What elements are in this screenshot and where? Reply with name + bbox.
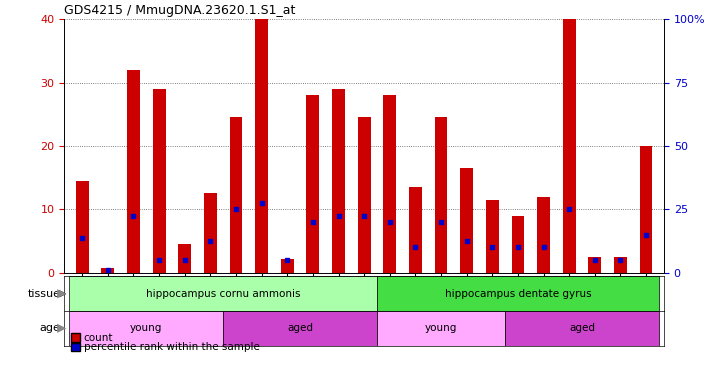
Bar xyxy=(383,95,396,273)
Text: GDS4215 / MmugDNA.23620.1.S1_at: GDS4215 / MmugDNA.23620.1.S1_at xyxy=(64,3,296,17)
Text: young: young xyxy=(425,323,457,333)
Bar xyxy=(588,257,601,273)
Bar xyxy=(69,276,377,311)
Bar xyxy=(178,244,191,273)
Bar xyxy=(563,19,575,273)
Bar xyxy=(486,200,498,273)
Text: percentile rank within the sample: percentile rank within the sample xyxy=(84,342,259,352)
Text: aged: aged xyxy=(287,323,313,333)
Text: tissue: tissue xyxy=(28,289,61,299)
Bar xyxy=(204,194,217,273)
Bar xyxy=(332,89,345,273)
Bar xyxy=(230,118,242,273)
Bar xyxy=(255,19,268,273)
Bar xyxy=(358,118,371,273)
Bar xyxy=(377,276,659,311)
Bar xyxy=(640,146,653,273)
Text: aged: aged xyxy=(569,323,595,333)
Text: age: age xyxy=(40,323,61,333)
Bar xyxy=(223,311,377,346)
Bar xyxy=(614,257,627,273)
Bar xyxy=(153,89,166,273)
Bar xyxy=(101,268,114,273)
Text: young: young xyxy=(130,323,163,333)
Text: count: count xyxy=(84,333,113,343)
Bar xyxy=(76,181,89,273)
Bar xyxy=(511,216,524,273)
Bar xyxy=(281,259,293,273)
Text: hippocampus dentate gyrus: hippocampus dentate gyrus xyxy=(445,289,591,299)
Bar xyxy=(537,197,550,273)
Bar xyxy=(461,168,473,273)
Text: hippocampus cornu ammonis: hippocampus cornu ammonis xyxy=(146,289,301,299)
Bar xyxy=(377,311,505,346)
Bar xyxy=(409,187,422,273)
Bar xyxy=(69,311,223,346)
Bar xyxy=(306,95,319,273)
Bar xyxy=(127,70,140,273)
Bar xyxy=(505,311,659,346)
Bar xyxy=(435,118,448,273)
